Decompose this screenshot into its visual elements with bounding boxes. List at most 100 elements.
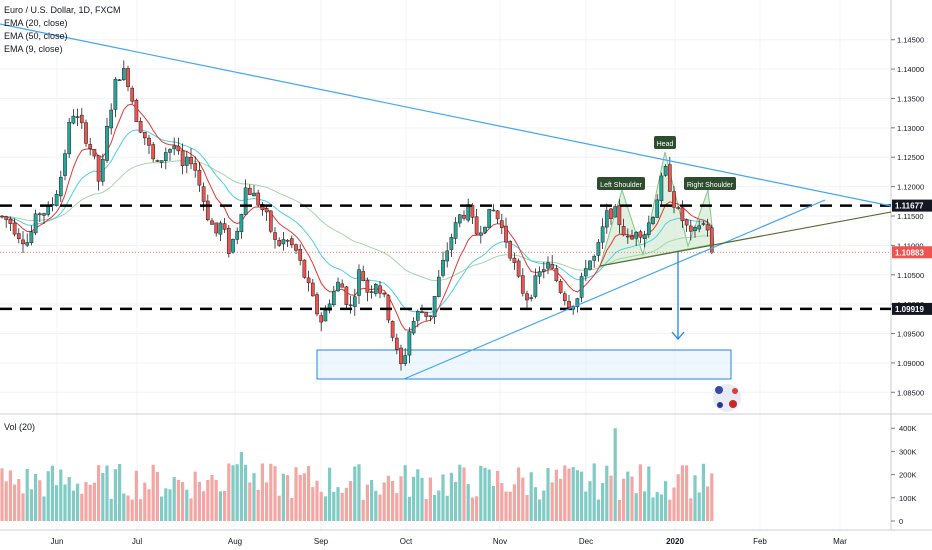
time-axis[interactable]: Jun Jul Aug Sep Oct Nov Dec 2020 Feb Mar [51, 537, 848, 546]
volume-bar [529, 472, 533, 521]
volume-bar [664, 481, 668, 521]
candle-body [33, 213, 38, 234]
support-zone-box[interactable] [316, 349, 732, 380]
volume-bar [336, 487, 340, 521]
candle [415, 309, 420, 328]
volume-bar [462, 467, 466, 521]
volume-bar [260, 463, 264, 521]
price-axis[interactable]: 1.14500 1.14000 1.13500 1.13000 1.12500 1.120… [891, 36, 932, 398]
volume-bar [134, 470, 138, 521]
ema9-legend[interactable]: EMA (9, close) [4, 44, 63, 54]
candle [205, 194, 210, 222]
candle-body [260, 204, 265, 211]
candle-body [247, 187, 252, 195]
neckline[interactable] [599, 211, 892, 267]
candle-body [638, 231, 643, 238]
volume-bar [517, 467, 521, 521]
candle [168, 148, 172, 161]
candle [609, 207, 613, 225]
price-marker[interactable]: 1.10883 [892, 246, 932, 259]
time-axis-label: Dec [579, 537, 593, 546]
ema20-legend[interactable]: EMA (20, close) [4, 18, 68, 28]
candle [58, 170, 63, 202]
candle-body [105, 126, 109, 161]
volume-bar [706, 486, 710, 521]
candle-body [533, 275, 538, 297]
chart-legend: Euro / U.S. Dollar, 1D, FXCM EMA (20, cl… [4, 4, 121, 56]
candle [520, 268, 525, 297]
ascending-trendline[interactable] [403, 199, 826, 380]
volume-axis[interactable]: 400K 300K 200K 100K 0 [891, 424, 917, 526]
volume-bar [693, 475, 697, 521]
head-label[interactable]: Head [654, 136, 676, 149]
candle-body [457, 214, 462, 224]
price-marker[interactable]: 1.11677 [892, 199, 932, 212]
candle [508, 240, 513, 262]
volume-bar [680, 465, 684, 521]
volume-bar [697, 492, 701, 521]
candle-body [508, 241, 513, 259]
candle-body [495, 210, 500, 220]
candle-body [655, 199, 660, 218]
volume-bar [449, 472, 453, 521]
left-shoulder-label-bg [597, 177, 645, 190]
candle-body [625, 235, 630, 238]
right-shoulder-label-bg [684, 177, 736, 190]
volume-bar [147, 489, 151, 521]
time-axis-label: Mar [833, 537, 847, 546]
price-tick-label: 1.12500 [897, 153, 924, 162]
candle [470, 203, 475, 225]
candle [684, 218, 689, 232]
candle-body [613, 206, 618, 218]
volume-bar [29, 489, 33, 521]
symbol-title[interactable]: Euro / U.S. Dollar, 1D, FXCM [4, 5, 121, 15]
volume-bar [319, 491, 323, 521]
candle-body [88, 144, 93, 149]
price-tick-label: 1.09000 [897, 359, 924, 368]
volume-bar [8, 470, 12, 521]
candle-body [109, 109, 114, 129]
volume-bar [554, 469, 558, 521]
candle-body [294, 244, 298, 251]
left-shoulder-label-text: Left Shoulder [600, 182, 642, 189]
candle [525, 290, 529, 309]
logo-dot [715, 386, 723, 394]
descending-trendline[interactable] [0, 23, 892, 207]
volume-bar [596, 499, 600, 521]
candle [105, 117, 109, 163]
volume-bar [315, 480, 319, 521]
right-shoulder-label[interactable]: Right Shoulder [684, 177, 736, 190]
candle-body [424, 311, 429, 317]
volume-bar [538, 499, 542, 521]
volume-bar [659, 494, 663, 521]
candle-body [92, 149, 97, 157]
candle-body [596, 242, 601, 256]
candle-body [29, 231, 34, 243]
candle [403, 348, 408, 367]
ema50-legend[interactable]: EMA (50, close) [4, 31, 68, 41]
projection-arrow[interactable] [671, 252, 685, 340]
candle [709, 224, 714, 255]
candle-body [558, 281, 563, 293]
candle [306, 270, 311, 292]
volume-bar [550, 482, 554, 521]
volume-bar [239, 452, 243, 521]
candle [147, 134, 151, 155]
volume-bar [105, 465, 109, 521]
candle [222, 218, 227, 234]
volume-legend[interactable]: Vol (20) [4, 422, 36, 432]
volume-bar [479, 465, 483, 521]
candle-body [399, 347, 403, 364]
price-tick-label: 1.11000 [897, 241, 924, 250]
candle [281, 232, 286, 251]
candle-body [235, 230, 240, 240]
candle-body [142, 132, 147, 139]
volume-bar [349, 481, 353, 521]
candle [487, 209, 492, 229]
candle [289, 235, 294, 249]
left-shoulder-label[interactable]: Left Shoulder [597, 177, 645, 190]
candle-body [352, 296, 357, 307]
price-marker[interactable]: 1.09919 [892, 302, 932, 315]
volume-bar [340, 492, 344, 521]
